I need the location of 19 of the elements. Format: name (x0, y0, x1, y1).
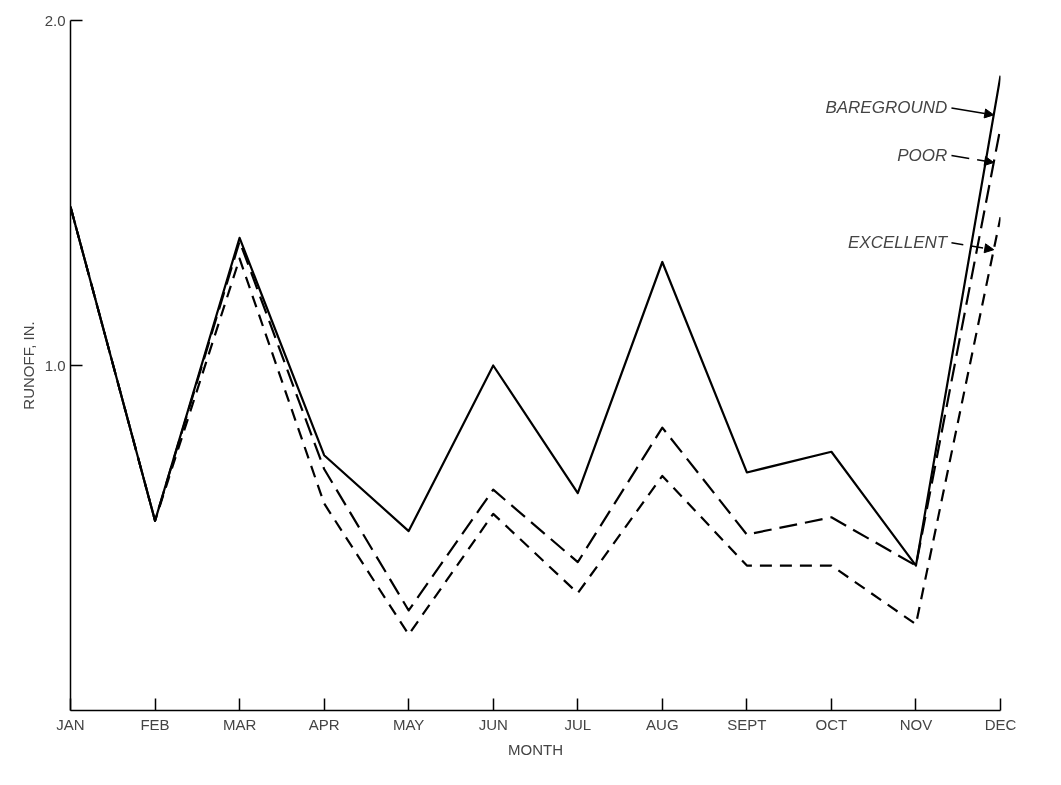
x-axis-title: MONTH (508, 740, 563, 758)
x-tick-label: AUG (646, 715, 679, 733)
legend-label: POOR (897, 146, 948, 166)
x-tick-label: DEC (984, 715, 1017, 733)
y-tick-label: 2.0 (44, 11, 66, 29)
x-tick-label: JUN (478, 715, 508, 733)
x-tick-label: JUL (564, 715, 592, 733)
x-tick-label: APR (308, 715, 340, 733)
x-tick-label: FEB (140, 715, 170, 733)
legend-label: EXCELLENT (848, 233, 949, 253)
x-tick-label: NOV (899, 715, 933, 733)
y-tick-label: 1.0 (44, 356, 66, 374)
legend-label: BAREGROUND (825, 98, 948, 118)
x-tick-label: OCT (815, 715, 848, 733)
x-tick-label: MAY (392, 715, 425, 733)
x-tick-label: JAN (56, 715, 85, 733)
x-tick-label: SEPT (727, 715, 767, 733)
y-axis-title: RUNOFF, IN. (19, 321, 37, 410)
x-tick-label: MAR (222, 715, 257, 733)
